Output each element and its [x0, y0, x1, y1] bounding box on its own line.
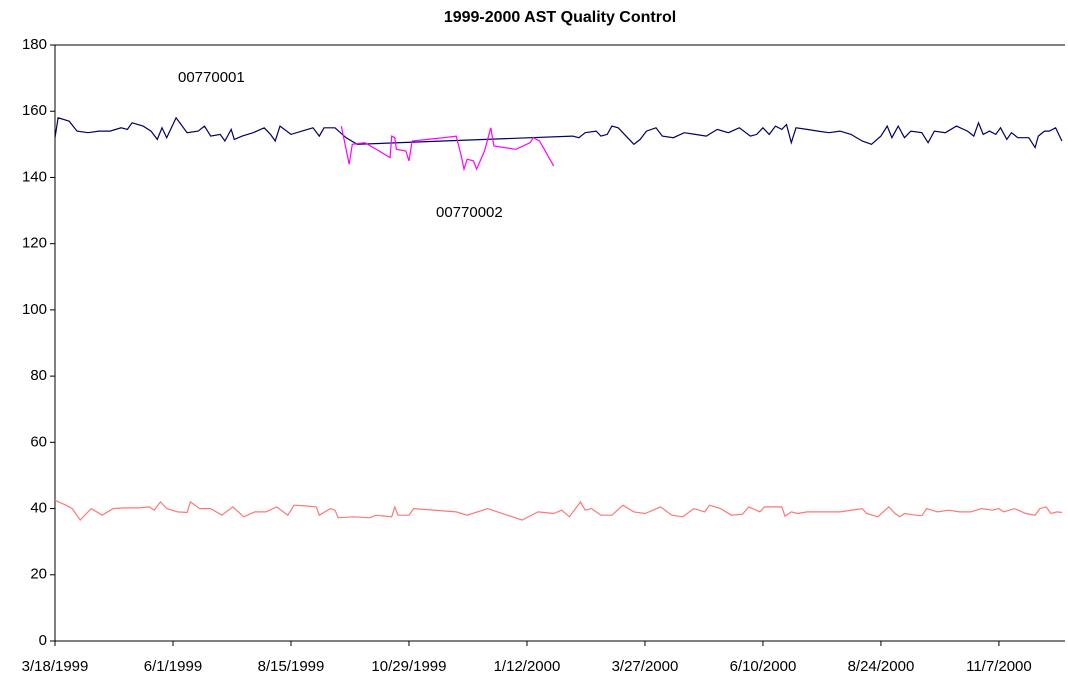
series-line [340, 125, 555, 172]
y-tick-label: 20 [30, 566, 47, 583]
series-line [54, 499, 1062, 522]
y-tick-label: 100 [22, 301, 47, 318]
y-tick-label: 160 [22, 102, 47, 119]
y-tick-label: 80 [30, 367, 47, 384]
y-tick-label: 120 [22, 235, 47, 252]
x-tick-label: 1/12/2000 [494, 658, 561, 675]
y-tick-label: 180 [22, 36, 47, 53]
x-tick-label: 6/1/1999 [144, 658, 202, 675]
y-tick-label: 0 [39, 632, 47, 649]
x-tick-label: 11/7/2000 [966, 658, 1032, 675]
y-tick-label: 60 [30, 433, 47, 450]
x-tick-label: 3/27/2000 [612, 658, 679, 675]
y-tick-label: 140 [22, 168, 47, 185]
y-tick-label: 40 [30, 500, 47, 517]
x-tick-label: 6/10/2000 [730, 658, 797, 675]
series-line [54, 116, 1063, 150]
x-tick-label: 3/18/1999 [22, 658, 89, 675]
x-tick-label: 8/15/1999 [258, 658, 325, 675]
x-tick-label: 10/29/1999 [371, 658, 446, 675]
chart-title: 1999-2000 AST Quality Control [444, 9, 676, 26]
series-annotation: 00770001 [178, 69, 245, 86]
x-tick-label: 8/24/2000 [848, 658, 915, 675]
series-annotation: 00770002 [436, 204, 503, 221]
